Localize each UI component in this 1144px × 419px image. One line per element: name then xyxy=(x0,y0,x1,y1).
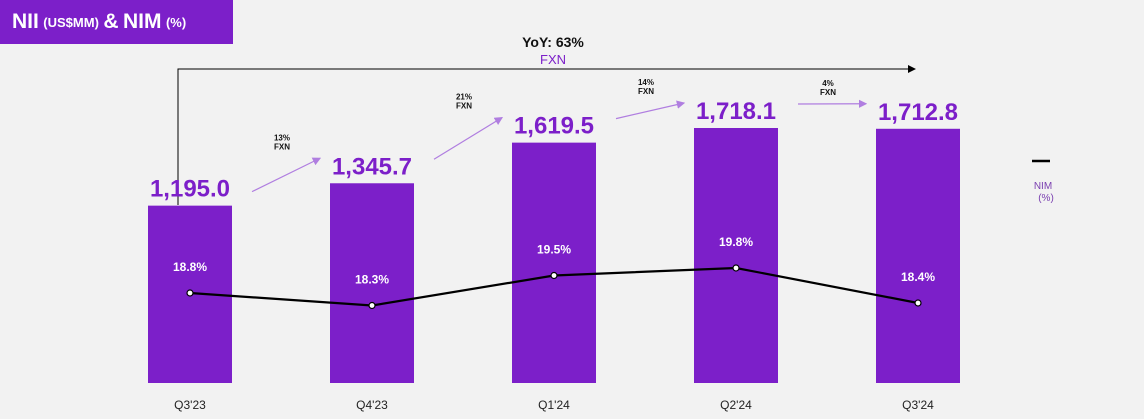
growth-fxn-2: FXN xyxy=(638,87,654,96)
legend-nim-unit: (%) xyxy=(1038,193,1054,204)
nim-point-2 xyxy=(550,271,558,280)
title-nii: NII xyxy=(12,10,39,33)
nim-value-label-1: 18.3% xyxy=(355,273,389,287)
growth-fxn-3: FXN xyxy=(820,88,836,97)
nim-point-0 xyxy=(186,289,194,297)
yoy-label: YoY: 63% xyxy=(522,34,584,50)
growth-pct-3: 4% xyxy=(822,79,834,88)
title-nim-unit: (%) xyxy=(165,14,187,30)
title-amp: & xyxy=(103,10,119,33)
nii-value-label-1: 1,345.7 xyxy=(332,153,412,180)
x-tick-label-3: Q2'24 xyxy=(720,398,752,412)
title-nim: NIM xyxy=(122,10,162,33)
nim-value-label-0: 18.8% xyxy=(173,260,207,274)
nim-point-1 xyxy=(368,301,376,310)
growth-pct-0: 13% xyxy=(274,133,290,142)
chart-title: NII (US$MM) & NIM (%) xyxy=(0,0,233,44)
nii-bar-3 xyxy=(694,128,778,383)
yoy-bracket xyxy=(177,65,916,205)
growth-arrow-1 xyxy=(433,117,504,160)
x-tick-label-1: Q4'23 xyxy=(356,398,388,412)
legend-nim-label: NIM xyxy=(1034,181,1052,192)
nii-value-label-4: 1,712.8 xyxy=(878,99,958,126)
nim-point-3 xyxy=(732,264,740,272)
growth-fxn-0: FXN xyxy=(274,142,290,151)
nim-value-label-2: 19.5% xyxy=(537,243,571,257)
growth-pct-2: 14% xyxy=(638,78,654,87)
nii-value-label-2: 1,619.5 xyxy=(514,113,594,140)
x-tick-label-4: Q3'24 xyxy=(902,398,934,412)
yoy-fxn-label: FXN xyxy=(540,52,566,67)
nii-bar-2 xyxy=(512,142,596,383)
nim-point-4 xyxy=(914,299,922,307)
growth-arrow-0 xyxy=(251,157,322,193)
x-tick-label-2: Q1'24 xyxy=(538,398,570,412)
nii-bar-4 xyxy=(876,128,960,383)
nii-bar-1 xyxy=(330,183,414,383)
x-tick-label-0: Q3'23 xyxy=(174,398,206,412)
nim-value-label-3: 19.8% xyxy=(719,235,753,249)
nii-value-label-0: 1,195.0 xyxy=(150,176,230,203)
growth-arrow-2 xyxy=(615,100,686,120)
nii-value-label-3: 1,718.1 xyxy=(696,98,776,125)
nim-value-label-4: 18.4% xyxy=(901,270,935,284)
title-nii-unit: (US$MM) xyxy=(43,14,99,30)
growth-fxn-1: FXN xyxy=(456,102,472,111)
growth-pct-1: 21% xyxy=(456,93,472,102)
